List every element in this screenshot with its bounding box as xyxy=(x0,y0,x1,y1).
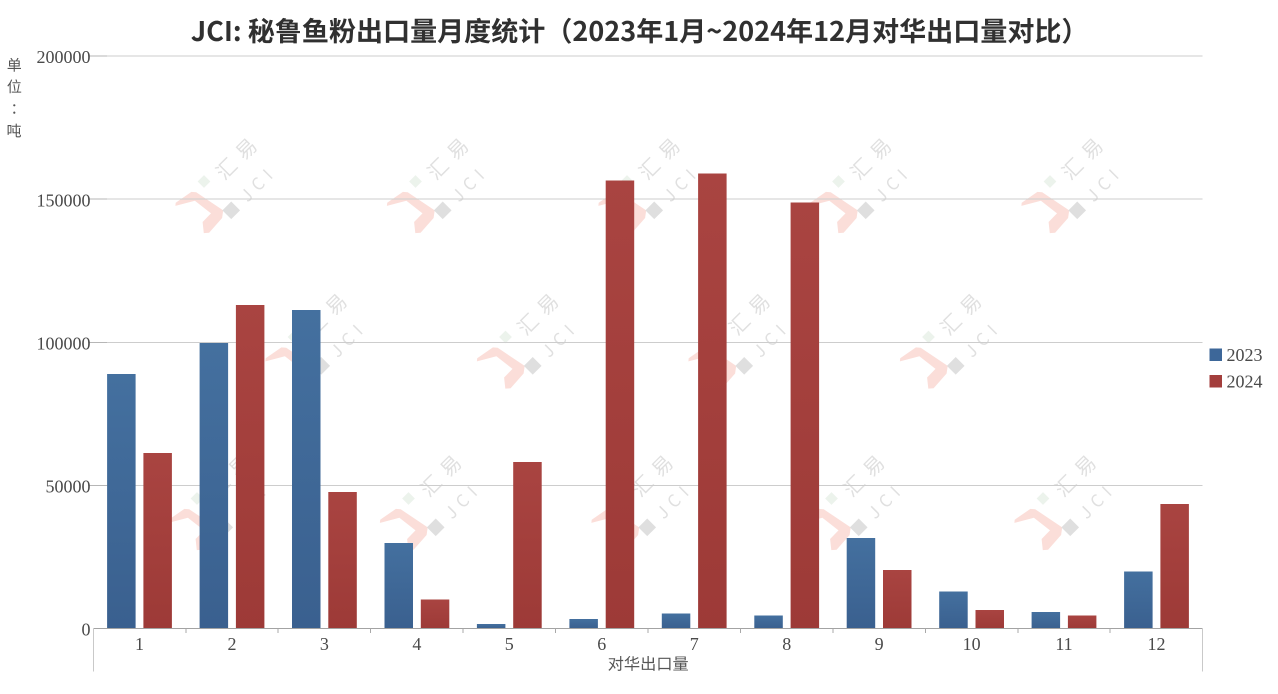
svg-text:2: 2 xyxy=(228,634,237,654)
svg-text:4: 4 xyxy=(412,634,421,654)
svg-text:7: 7 xyxy=(690,634,699,654)
svg-text:1: 1 xyxy=(135,634,144,654)
svg-text:150000: 150000 xyxy=(37,190,91,210)
svg-text:5: 5 xyxy=(505,634,514,654)
svg-text:200000: 200000 xyxy=(37,47,91,67)
svg-text:10: 10 xyxy=(963,634,981,654)
svg-text:2023: 2023 xyxy=(1227,345,1263,365)
svg-text:50000: 50000 xyxy=(46,477,91,497)
svg-text:3: 3 xyxy=(320,634,329,654)
svg-text:8: 8 xyxy=(782,634,791,654)
svg-text:100000: 100000 xyxy=(37,333,91,353)
svg-text:2024: 2024 xyxy=(1227,371,1263,391)
svg-text:0: 0 xyxy=(82,620,91,640)
svg-text:9: 9 xyxy=(875,634,884,654)
svg-text:6: 6 xyxy=(597,634,606,654)
svg-text:12: 12 xyxy=(1148,634,1166,654)
svg-text:11: 11 xyxy=(1055,634,1072,654)
